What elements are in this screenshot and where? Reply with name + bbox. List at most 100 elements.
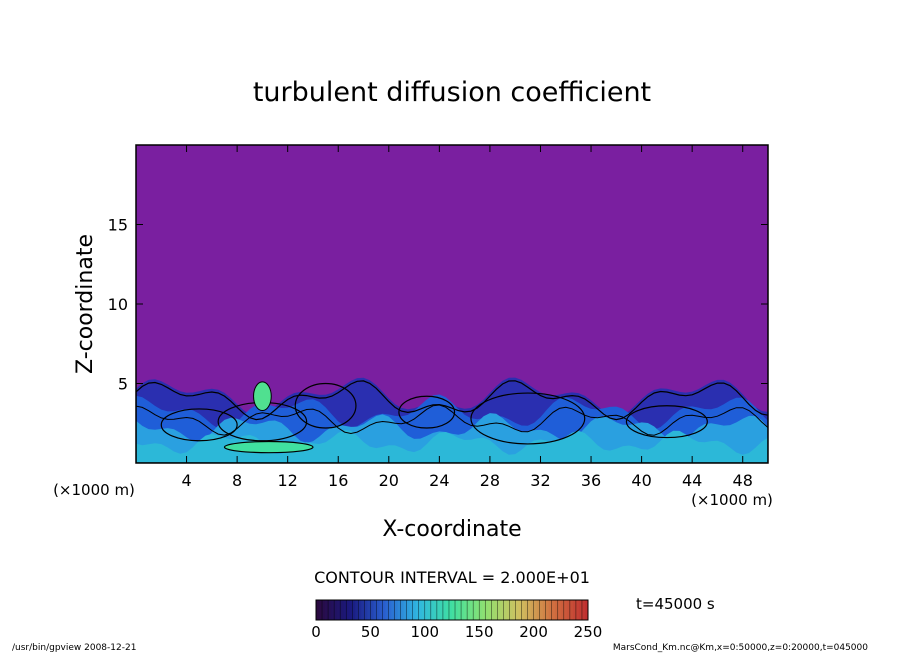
- colorbar-segment: [542, 600, 547, 620]
- colorbar-segment: [521, 600, 525, 620]
- colorbar-segment: [364, 600, 368, 620]
- time-label: t=45000 s: [636, 595, 715, 613]
- eddy-contour: [398, 395, 456, 429]
- y-tick-label: 15: [108, 216, 128, 235]
- y-axis: 5 10 15: [108, 216, 768, 394]
- colorbar-segment: [461, 600, 465, 620]
- colorbar-segment: [445, 600, 450, 620]
- colorbar-segment: [485, 600, 489, 620]
- x-axis-label: X-coordinate: [382, 517, 521, 542]
- colorbar-segment: [418, 600, 423, 620]
- colorbar-segment: [322, 600, 326, 620]
- x-tick-label: 44: [682, 471, 702, 490]
- x-tick-label: 4: [181, 471, 191, 490]
- colorbar-segment: [316, 600, 320, 620]
- contour-line-2: [136, 404, 768, 463]
- colorbar-segment: [388, 600, 392, 620]
- colorbar-segment: [488, 600, 492, 620]
- colorbar-segment: [436, 600, 441, 620]
- colorbar-segment: [340, 600, 344, 620]
- colorbar-segment: [455, 600, 459, 620]
- colorbar-segment: [448, 600, 453, 620]
- colorbar-segment: [367, 600, 371, 620]
- colorbar-segment: [406, 600, 411, 620]
- colorbar-segment: [349, 600, 353, 620]
- colorbar-segment: [442, 600, 447, 620]
- colorbar-segment: [373, 600, 377, 620]
- colorbar-segment: [424, 600, 429, 620]
- colorbar-segment: [503, 600, 507, 620]
- colorbar-segment: [476, 600, 480, 620]
- x-tick-label: 48: [733, 471, 753, 490]
- colorbar-segment: [584, 600, 589, 620]
- colorbar-segment: [470, 600, 474, 620]
- chart-title: turbulent diffusion coefficient: [253, 77, 651, 108]
- colorbar-segment: [352, 600, 356, 620]
- eddy-contour: [470, 392, 586, 445]
- colorbar-segment: [400, 600, 405, 620]
- eddy-contour: [625, 405, 708, 439]
- colorbar-segment: [491, 600, 495, 620]
- colorbar-segment: [515, 600, 519, 620]
- colorbar-segment: [379, 600, 383, 620]
- colorbar-segment: [427, 600, 432, 620]
- colorbar-segment: [346, 600, 350, 620]
- y-tick-label: 5: [118, 375, 128, 394]
- colorbar-segment: [319, 600, 323, 620]
- colorbar-segment: [509, 600, 513, 620]
- colorbar-segment: [337, 600, 341, 620]
- contour-line-1: [136, 380, 768, 463]
- colorbar-segment: [331, 600, 335, 620]
- colorbar-segment: [533, 600, 538, 620]
- colorbar-segment: [328, 600, 332, 620]
- colorbar-segment: [325, 600, 329, 620]
- colorbar-segment: [578, 600, 583, 620]
- colorbar-segment: [479, 600, 483, 620]
- colorbar-tick-label: 0: [311, 623, 321, 641]
- colorbar-segment: [569, 600, 574, 620]
- colorbar-segment: [545, 600, 550, 620]
- colorbar-segment: [355, 600, 359, 620]
- colorbar-segment: [458, 600, 462, 620]
- colorbar-segment: [557, 600, 562, 620]
- colorbar-segment: [512, 600, 516, 620]
- high-value-region: [223, 440, 314, 454]
- colorbar-segment: [524, 600, 528, 620]
- colorbar-segment: [334, 600, 338, 620]
- colorbar-tick-label: 100: [410, 623, 439, 641]
- colorbar-segment: [385, 600, 389, 620]
- colorbar-segment: [361, 600, 365, 620]
- colorbar-segment: [394, 600, 398, 620]
- colorbar-segment: [581, 600, 586, 620]
- contour-interval: CONTOUR INTERVAL = 2.000E+01: [314, 568, 590, 587]
- colorbar-segment: [566, 600, 571, 620]
- colorbar-segment: [536, 600, 541, 620]
- y-unit-label: (×1000 m): [53, 481, 135, 499]
- colorbar-segment: [439, 600, 444, 620]
- colorbar-segment: [358, 600, 362, 620]
- colorbar-segment: [409, 600, 414, 620]
- colorbar-tick-label: 50: [361, 623, 380, 641]
- colorbar-segment: [554, 600, 559, 620]
- x-tick-label: 40: [631, 471, 651, 490]
- x-tick-label: 8: [232, 471, 242, 490]
- y-axis-label: Z-coordinate: [73, 234, 98, 374]
- colorbar-segment: [397, 600, 402, 620]
- colorbar-tick-label: 200: [519, 623, 548, 641]
- colorbar-segment: [530, 600, 534, 620]
- colorbar-segment: [539, 600, 544, 620]
- colorbar-segment: [343, 600, 347, 620]
- colorbar-segment: [572, 600, 577, 620]
- eddy-contour: [294, 382, 357, 429]
- colorbar-segment: [527, 600, 531, 620]
- x-tick-label: 36: [581, 471, 601, 490]
- high-value-region: [253, 381, 272, 412]
- colorbar-tick-label: 250: [574, 623, 603, 641]
- colorbar-segment: [391, 600, 395, 620]
- x-tick-label: 20: [379, 471, 399, 490]
- colorbar-segment: [452, 600, 456, 620]
- colorbar-ticks: 0 50 100 150 200 250: [311, 623, 602, 641]
- colorbar-segment: [494, 600, 498, 620]
- colorbar-segment: [403, 600, 408, 620]
